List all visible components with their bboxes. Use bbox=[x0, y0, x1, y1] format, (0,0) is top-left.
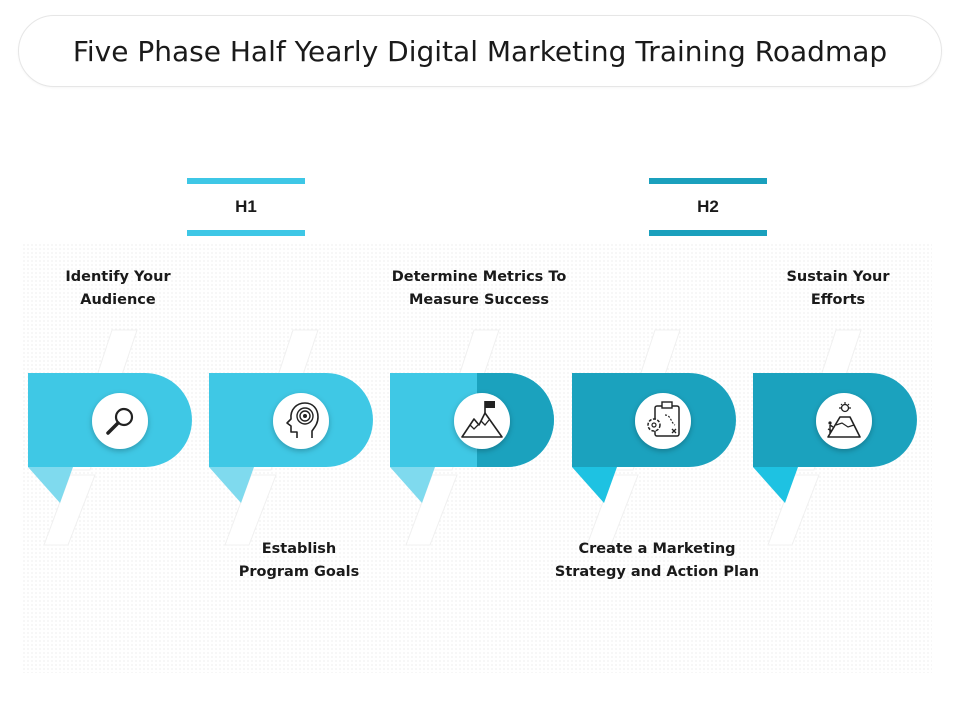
mountain-flag-icon bbox=[454, 393, 510, 449]
summit-climber-icon bbox=[816, 393, 872, 449]
phase-2-label: Establish Program Goals bbox=[238, 541, 360, 580]
phase-4-label: Create a Marketing Strategy and Action P… bbox=[554, 541, 760, 580]
page-title: Five Phase Half Yearly Digital Marketing… bbox=[72, 34, 888, 68]
phase-1-label: Identify Your Audience bbox=[65, 269, 171, 308]
phase-1-shape bbox=[28, 329, 192, 546]
phase-3-label: Determine Metrics To Measure Success bbox=[391, 269, 567, 308]
half-marker-h2: H2 bbox=[649, 178, 767, 236]
magnifier-icon bbox=[92, 393, 148, 449]
head-target-icon bbox=[273, 393, 329, 449]
strategy-clipboard-icon bbox=[635, 393, 691, 449]
phase-5-label: Sustain Your Efforts bbox=[786, 269, 890, 308]
title-banner: Five Phase Half Yearly Digital Marketing… bbox=[18, 15, 942, 87]
half-marker-h1: H1 bbox=[187, 178, 305, 236]
